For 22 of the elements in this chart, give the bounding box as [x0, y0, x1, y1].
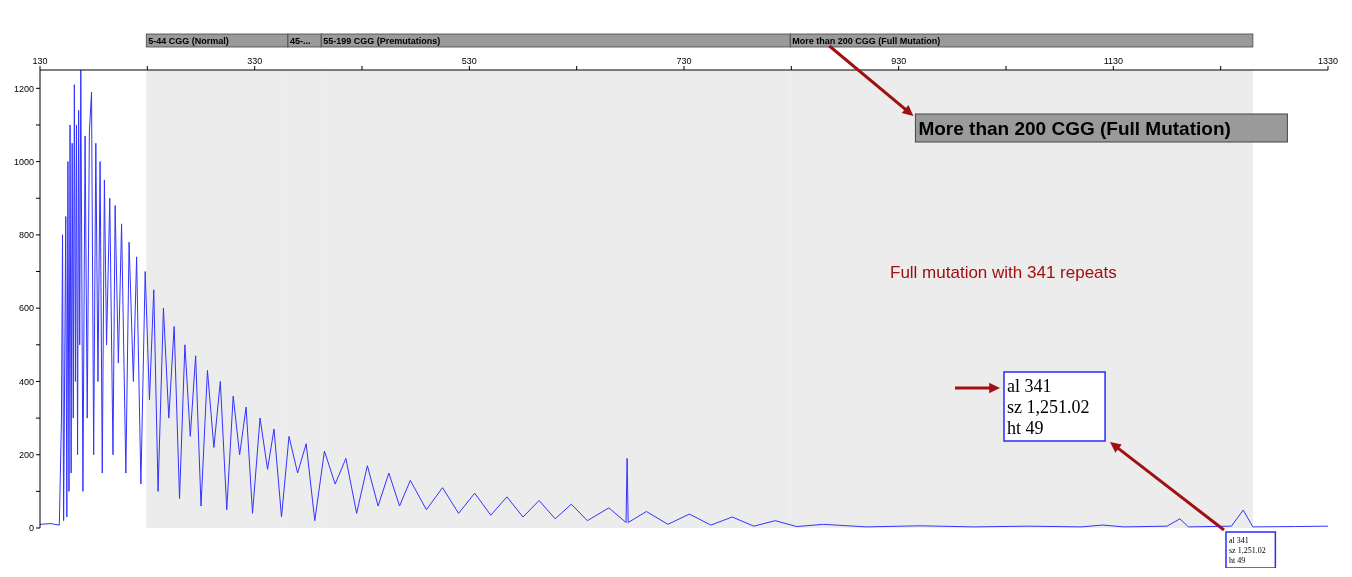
text: al 341 sz 1,251.02 ht 49 [1229, 536, 1266, 565]
y-tick-label: 600 [18, 303, 34, 314]
x-tick-label: 130 [32, 56, 48, 66]
x-tick-label: 1330 [1317, 56, 1339, 66]
y-tick-label: 0 [28, 523, 34, 534]
y-tick-label: 400 [18, 376, 34, 387]
x-tick-label: 330 [247, 56, 263, 66]
x-tick-label: 930 [891, 56, 907, 66]
band-label: 55-199 CGG (Premutations) [323, 36, 441, 46]
y-tick-label: 1000 [13, 156, 34, 167]
band-label: 5-44 CGG (Normal) [148, 36, 229, 46]
x-tick-label: 1130 [1103, 56, 1124, 66]
y-tick-label: 200 [18, 449, 34, 460]
x-tick-label: 530 [461, 56, 477, 66]
y-tick-label: 800 [18, 230, 34, 241]
annotation: al 341 sz 1,251.02 ht 49 [1007, 375, 1090, 438]
annotation: More than 200 CGG (Full Mutation) [918, 118, 1231, 139]
annotation: Full mutation with 341 repeats [890, 263, 1117, 282]
y-tick-label: 1200 [13, 83, 34, 94]
x-tick-label: 730 [676, 56, 692, 66]
band-label: More than 200 CGG (Full Mutation) [792, 36, 941, 46]
band-label: 45-... [289, 36, 311, 46]
